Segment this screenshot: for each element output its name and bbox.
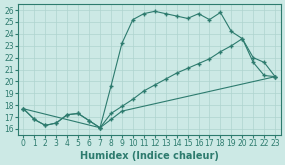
X-axis label: Humidex (Indice chaleur): Humidex (Indice chaleur) [80, 151, 219, 161]
